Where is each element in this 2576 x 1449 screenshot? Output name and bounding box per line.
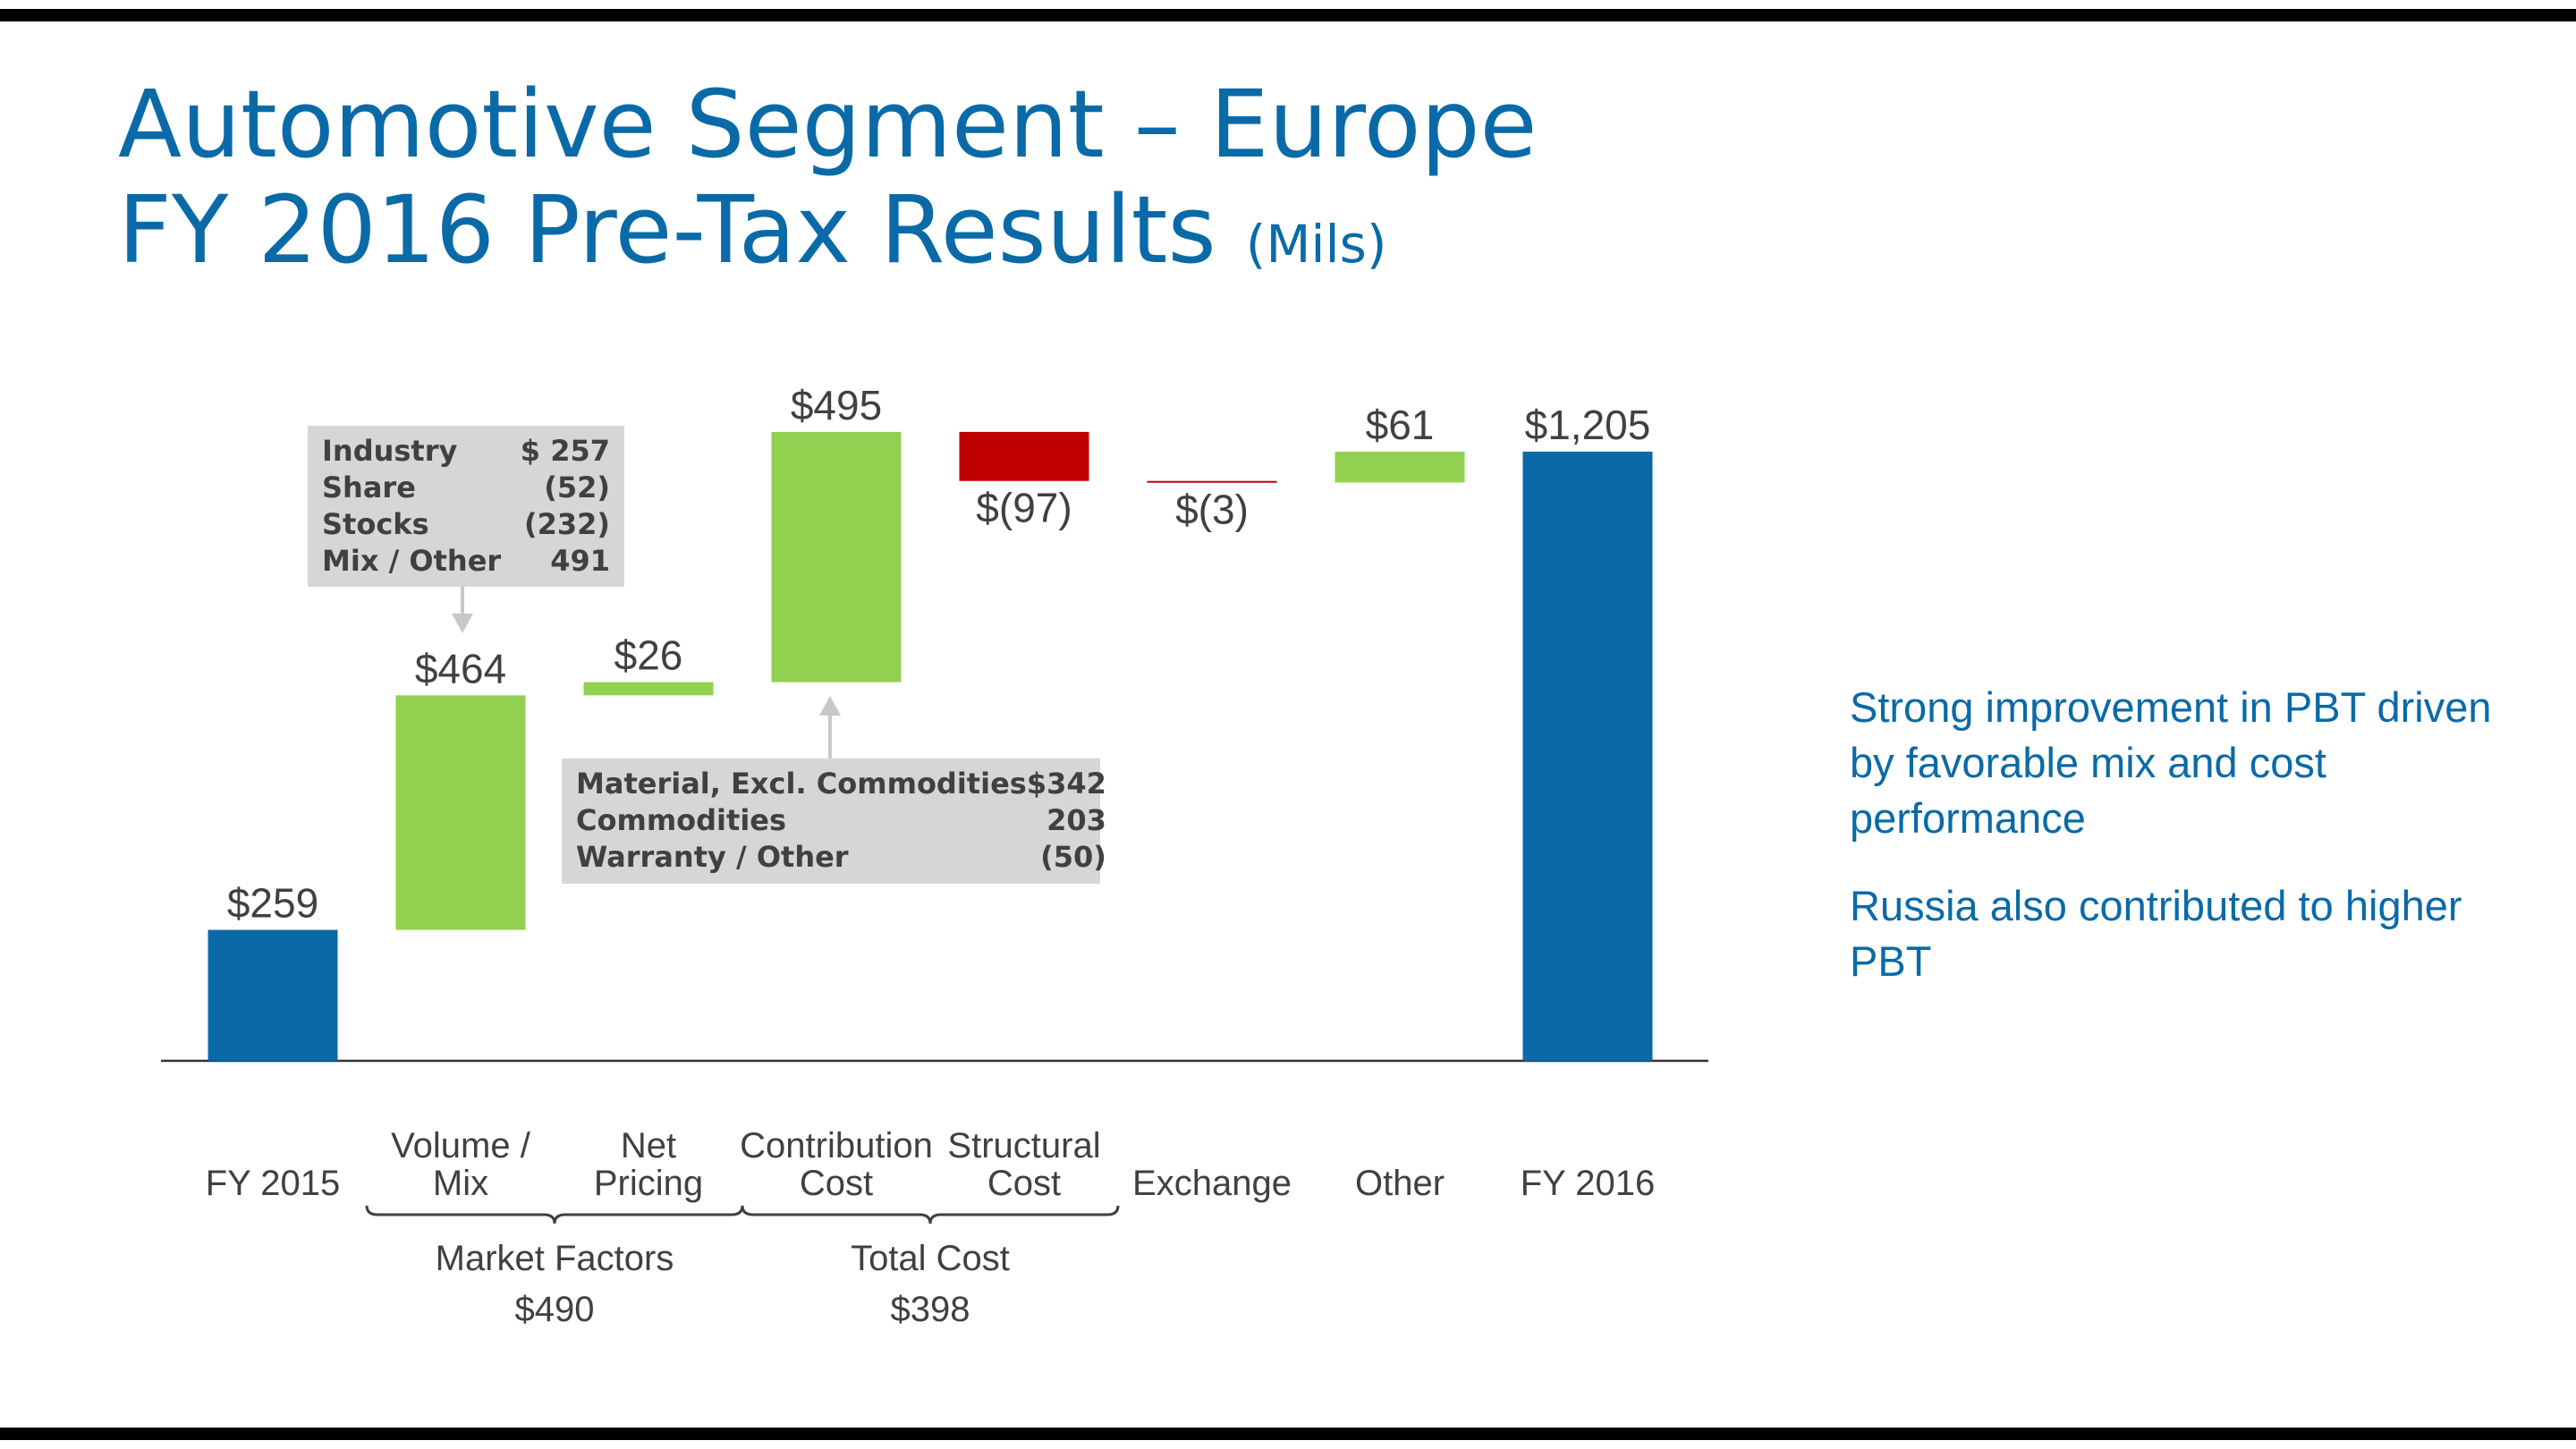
bar-fy-2016 bbox=[1522, 451, 1653, 1062]
commentary-panel: Strong improvement in PBT driven by favo… bbox=[1850, 680, 2494, 1021]
callout-row: Commodities 203 bbox=[576, 802, 1106, 839]
callout-value: 203 bbox=[1046, 803, 1106, 837]
group-brace-total-cost bbox=[741, 1205, 1120, 1224]
callout-row: Material, Excl. Commodities $342 bbox=[576, 766, 1106, 802]
callout-value: (232) bbox=[523, 507, 610, 541]
category-label-fy-2016: FY 2016 bbox=[1521, 1164, 1656, 1203]
category-label-structural-cost: Cost bbox=[987, 1164, 1061, 1203]
contribution-cost-callout: Material, Excl. Commodities $342 Commodi… bbox=[562, 758, 1106, 884]
callout-row: Industry $ 257 bbox=[322, 433, 610, 470]
category-label-net-pricing: Net bbox=[621, 1126, 676, 1165]
callout-value: $ 257 bbox=[520, 434, 610, 468]
cost-callout-arrowhead bbox=[819, 696, 841, 716]
commentary-point: Strong improvement in PBT driven by favo… bbox=[1850, 683, 2492, 842]
callout-row: Share (52) bbox=[322, 470, 610, 506]
group-label-total-cost: Total Cost bbox=[851, 1239, 1010, 1278]
category-label-contribution-cost: Cost bbox=[800, 1164, 873, 1203]
top-border bbox=[0, 9, 2576, 21]
callout-value: (50) bbox=[1040, 840, 1106, 874]
data-label-fy-2016: $1,205 bbox=[1525, 402, 1651, 448]
commentary-point: Russia also contributed to higher PBT bbox=[1850, 882, 2462, 985]
data-label-structural-cost: $(97) bbox=[976, 485, 1072, 531]
data-label-net-pricing: $26 bbox=[614, 632, 683, 679]
callout-label: Share bbox=[322, 470, 416, 504]
category-label-structural-cost: Structural bbox=[947, 1126, 1100, 1165]
data-label-volume-mix: $464 bbox=[415, 645, 506, 691]
bar-other bbox=[1335, 451, 1465, 483]
market-callout-arrowhead bbox=[452, 614, 473, 633]
category-label-net-pricing: Pricing bbox=[594, 1164, 703, 1203]
bar-net-pricing bbox=[583, 682, 714, 696]
data-label-fy-2015: $259 bbox=[227, 880, 318, 927]
category-label-volume-mix: Mix bbox=[433, 1164, 488, 1203]
title-line-1: Automotive Segment – Europe bbox=[118, 70, 1538, 179]
title-unit: (Mils) bbox=[1245, 214, 1387, 275]
category-label-other: Other bbox=[1355, 1164, 1445, 1203]
contribution-cost-table: Material, Excl. Commodities $342 Commodi… bbox=[576, 766, 1106, 876]
callout-row: Mix / Other 491 bbox=[322, 543, 610, 580]
group-value-market-factors: $490 bbox=[515, 1290, 595, 1329]
group-value-total-cost: $398 bbox=[891, 1290, 970, 1329]
callout-value: (52) bbox=[544, 470, 610, 504]
category-label-exchange: Exchange bbox=[1132, 1164, 1292, 1203]
group-brace-market-factors bbox=[365, 1205, 744, 1224]
callout-label: Commodities bbox=[576, 803, 787, 837]
bar-exchange bbox=[1147, 480, 1277, 483]
data-label-other: $61 bbox=[1366, 402, 1435, 448]
callout-value: $342 bbox=[1026, 767, 1106, 801]
slide-title: Automotive Segment – Europe FY 2016 Pre-… bbox=[118, 72, 1538, 297]
data-label-exchange: $(3) bbox=[1175, 486, 1249, 532]
bottom-border bbox=[0, 1428, 2576, 1440]
market-factors-table: Industry $ 257 Share (52) Stocks (232) M… bbox=[322, 433, 610, 580]
data-label-contribution-cost: $495 bbox=[791, 382, 882, 428]
category-label-fy-2015: FY 2015 bbox=[206, 1164, 341, 1203]
bar-volume-mix bbox=[395, 695, 526, 930]
callout-value: 491 bbox=[550, 544, 610, 578]
callout-row: Warranty / Other (50) bbox=[576, 839, 1106, 876]
callout-label: Warranty / Other bbox=[576, 840, 849, 874]
callout-label: Industry bbox=[322, 434, 458, 468]
bar-contribution-cost bbox=[771, 431, 902, 682]
callout-label: Material, Excl. Commodities bbox=[576, 767, 1027, 801]
bar-structural-cost bbox=[959, 431, 1089, 481]
callout-label: Stocks bbox=[322, 507, 429, 541]
market-factors-callout: Industry $ 257 Share (52) Stocks (232) M… bbox=[308, 426, 624, 587]
callout-row: Stocks (232) bbox=[322, 506, 610, 543]
title-line-2: FY 2016 Pre-Tax Results bbox=[118, 175, 1216, 284]
bar-fy-2015 bbox=[208, 929, 338, 1061]
callout-label: Mix / Other bbox=[322, 544, 502, 578]
group-label-market-factors: Market Factors bbox=[436, 1239, 674, 1278]
category-label-volume-mix: Volume / bbox=[391, 1126, 531, 1165]
category-label-contribution-cost: Contribution bbox=[740, 1126, 933, 1165]
